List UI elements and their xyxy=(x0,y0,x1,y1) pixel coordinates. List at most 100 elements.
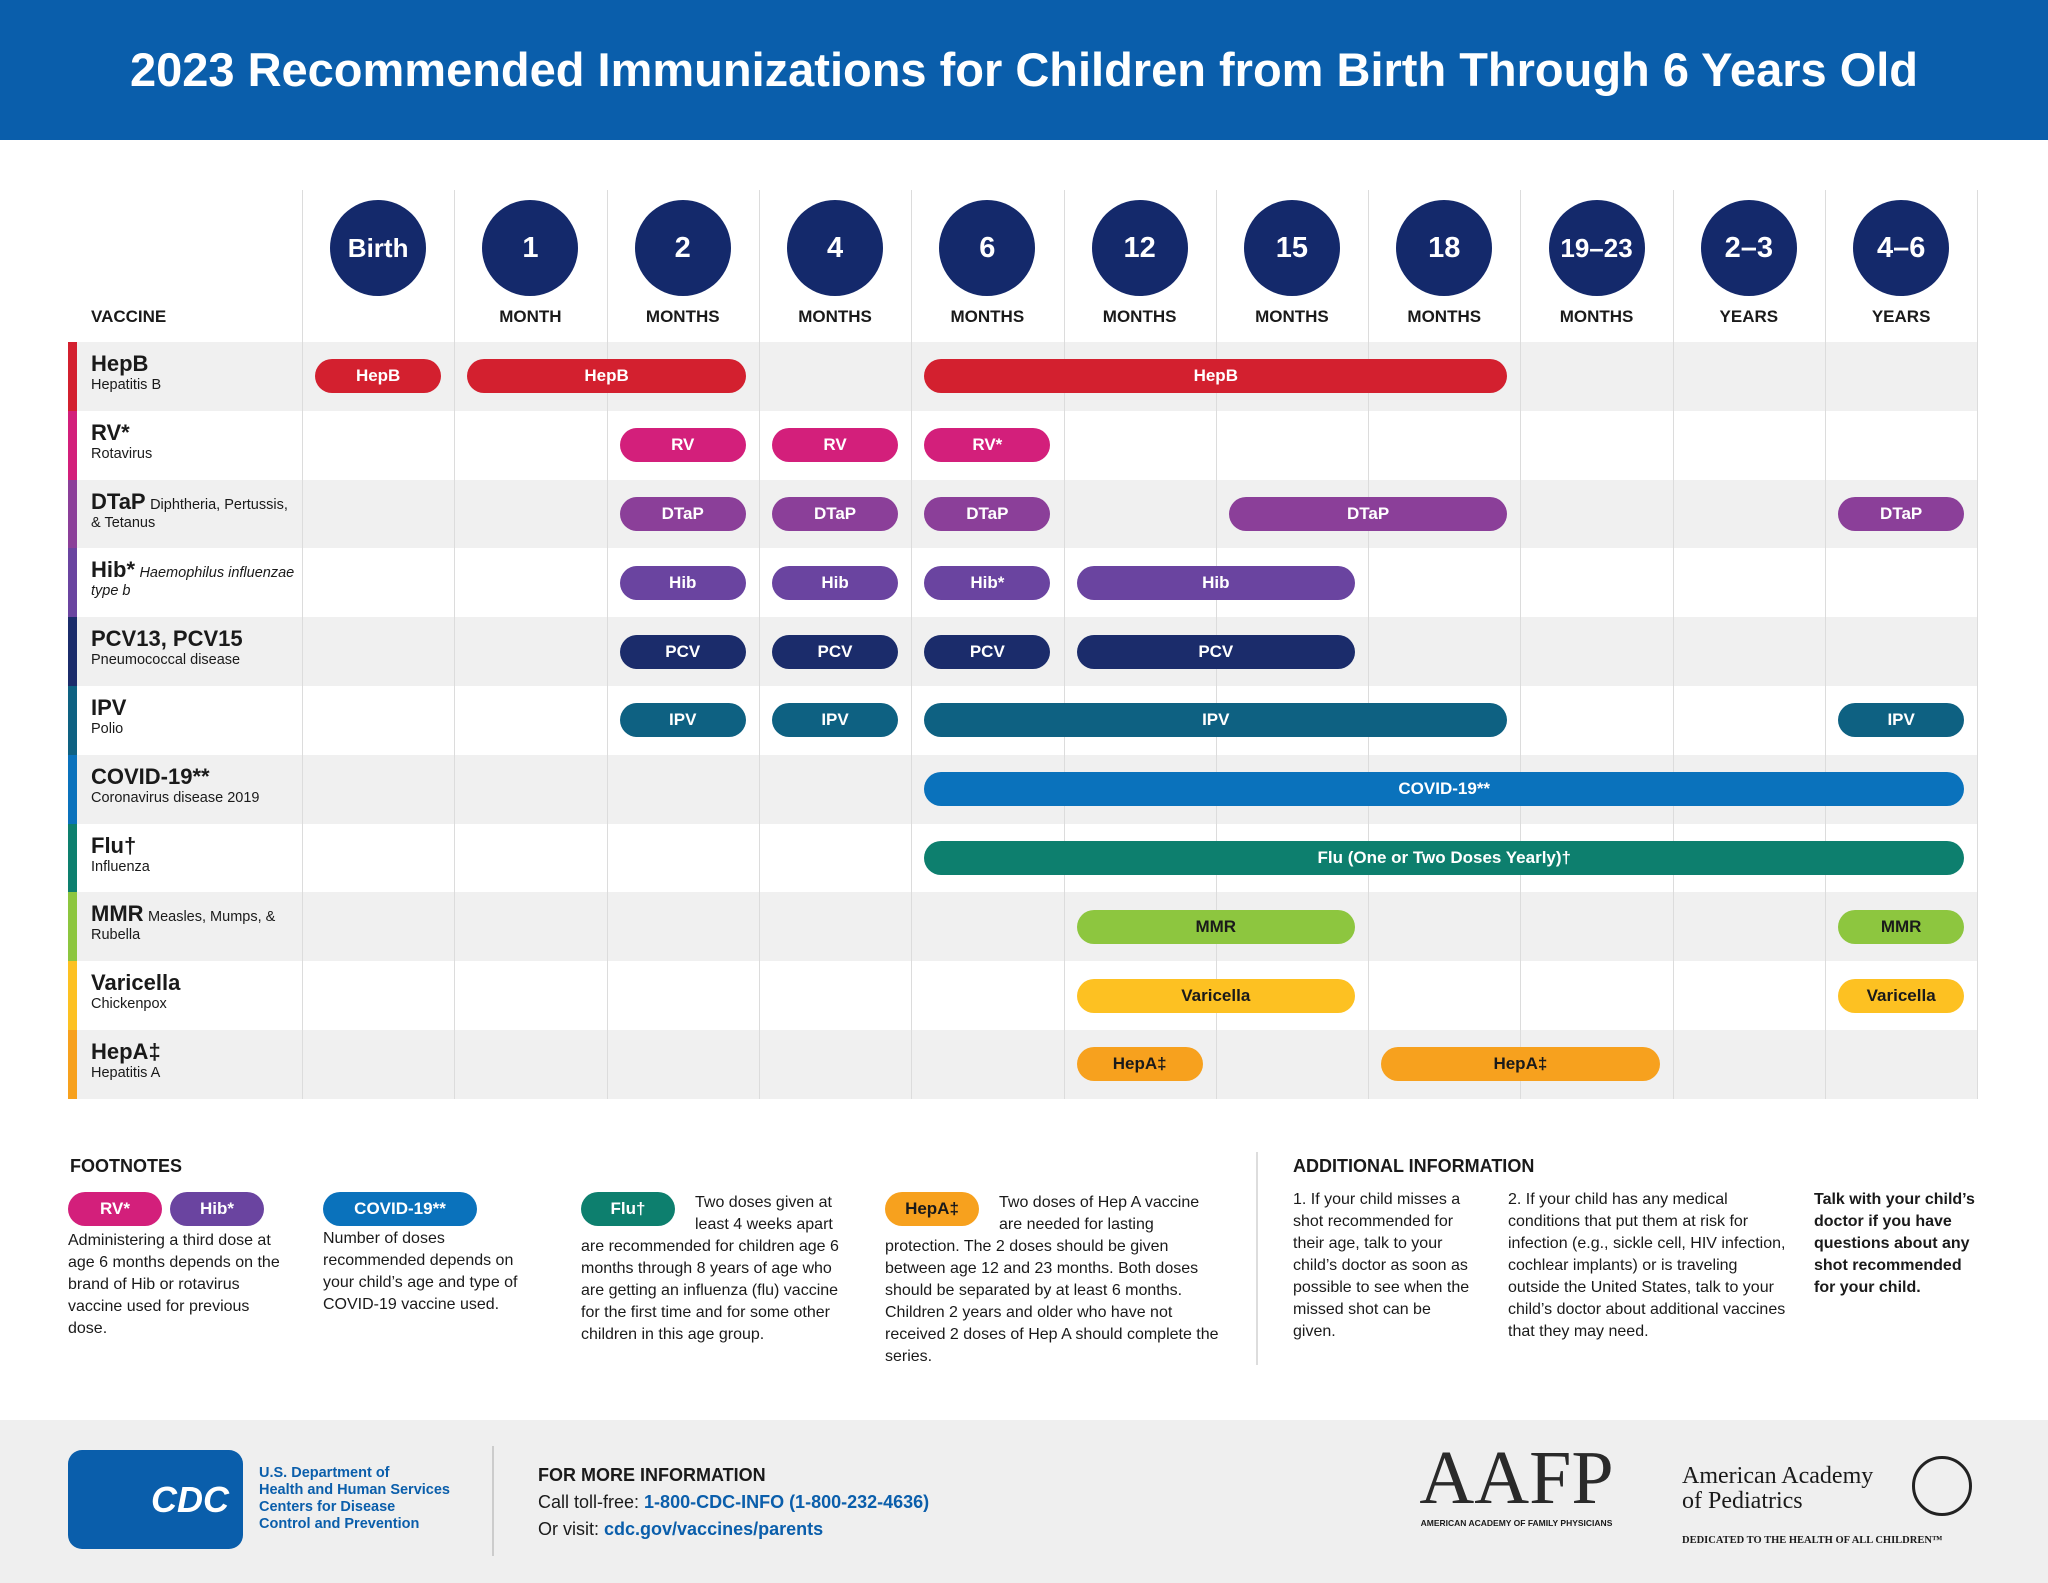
dose-bar: PCV xyxy=(771,634,899,669)
age-circle: 12 xyxy=(1091,200,1188,296)
age-label: 2–3 xyxy=(1724,231,1774,264)
dose-bar: Hib xyxy=(619,565,746,600)
age-label: 6 xyxy=(979,231,996,264)
row-accent xyxy=(68,479,77,549)
age-circle: 19–23 xyxy=(1548,200,1645,296)
column-line xyxy=(1368,190,1370,1099)
dose-bar: COVID-19** xyxy=(924,772,1965,807)
age-circle: 4 xyxy=(787,200,884,296)
vaccine-name: IPV xyxy=(91,695,127,720)
dose-bar: IPV xyxy=(924,703,1508,738)
column-line xyxy=(302,190,303,1099)
age-unit: MONTHS xyxy=(645,307,720,326)
vaccine-name: HepA‡ xyxy=(91,1039,161,1064)
header-band xyxy=(0,0,2048,140)
footnote-tags: COVID-19** xyxy=(323,1192,485,1226)
column-line xyxy=(758,190,760,1099)
cdc-logo: CDC xyxy=(68,1450,243,1549)
vaccine-label: HepA‡ Hepatitis A xyxy=(91,1040,296,1082)
age-circle: 4–6 xyxy=(1853,200,1950,296)
column-line xyxy=(606,190,608,1099)
column-line xyxy=(1977,190,1979,1099)
vaccine-label: COVID-19** Coronavirus disease 2019 xyxy=(91,764,296,807)
footnote-tag: Flu† xyxy=(581,1192,675,1226)
age-label: 2 xyxy=(674,231,691,264)
aafp-name: AMERICAN ACADEMY OF FAMILY PHYSICIANS xyxy=(1420,1518,1613,1528)
vaccine-description: Hepatitis B xyxy=(91,377,162,393)
dose-bar: HepA‡ xyxy=(1076,1047,1203,1082)
hhs-line: Control and Prevention xyxy=(259,1516,420,1532)
row-accent xyxy=(68,548,77,618)
hhs-line: Centers for Disease xyxy=(259,1499,396,1515)
dose-bar: DTaP xyxy=(1838,497,1965,531)
dose-bar: RV xyxy=(619,428,746,463)
age-unit: MONTHS xyxy=(798,307,872,326)
footnote-tags: RV* Hib* xyxy=(68,1192,285,1226)
footnote-tags: HepA‡ xyxy=(885,1192,987,1226)
dose-bar: IPV xyxy=(1838,703,1965,738)
vaccine-label: PCV13, PCV15 Pneumococcal disease xyxy=(91,627,296,669)
aap-name: of Pediatrics xyxy=(1682,1488,1803,1514)
footnote: Flu† Two doses given at least 4 weeks apa… xyxy=(581,1192,852,1346)
url-line: Or visit: cdc.gov/vaccines/parents xyxy=(538,1516,929,1543)
row-accent xyxy=(68,410,77,480)
row-accent xyxy=(68,617,77,686)
row-accent xyxy=(68,1030,77,1099)
age-unit: MONTHS xyxy=(950,307,1025,326)
vaccine-description: Haemophilus influenzae type b xyxy=(91,565,295,600)
dose-bar: MMR xyxy=(1076,909,1356,944)
age-circle: 1 xyxy=(482,200,579,296)
label: Call toll-free: xyxy=(538,1492,640,1512)
dose-bar: Varicella xyxy=(1076,978,1356,1013)
vaccine-label: Hib* Haemophilus influenzae type b xyxy=(91,558,296,600)
phone: 1-800-CDC-INFO (1-800-232-4636) xyxy=(644,1492,930,1512)
age-label: 1 xyxy=(522,231,539,264)
vaccine-label: MMR Measles, Mumps, & Rubella xyxy=(91,902,296,944)
column-line xyxy=(1672,190,1674,1099)
age-circle: 2 xyxy=(634,200,731,296)
vaccine-label: DTaP Diphtheria, Pertussis, & Tetanus xyxy=(91,489,296,532)
row-accent xyxy=(68,892,77,962)
more-info: FOR MORE INFORMATION Call toll-free: 1-8… xyxy=(538,1462,929,1543)
dose-bar: Varicella xyxy=(1838,978,1965,1013)
vaccine-description: Rotavirus xyxy=(91,445,153,462)
dose-bar: PCV xyxy=(1076,634,1356,669)
phone-line: Call toll-free: 1-800-CDC-INFO (1-800-23… xyxy=(538,1489,929,1516)
vaccine-heading: VACCINE xyxy=(91,307,167,326)
footnote-tags: Flu† xyxy=(581,1192,683,1226)
hhs-line: Health and Human Services xyxy=(259,1482,450,1498)
age-circle: 6 xyxy=(939,200,1036,296)
age-circle: 15 xyxy=(1243,200,1340,296)
column-line xyxy=(911,190,913,1099)
divider xyxy=(1256,1152,1258,1365)
dose-bar: Hib* xyxy=(924,565,1051,600)
vaccine-name: Hib* xyxy=(91,557,135,583)
age-label: 12 xyxy=(1123,231,1156,264)
dose-bar: IPV xyxy=(619,703,746,738)
hhs-text: U.S. Department of Health and Human Servi… xyxy=(259,1465,450,1533)
dose-bar: Hib xyxy=(771,565,899,600)
age-unit: MONTHS xyxy=(1407,307,1482,326)
dose-bar: RV xyxy=(771,428,899,463)
additional-item: 2. If your child has any medical conditi… xyxy=(1508,1191,1786,1340)
hhs-line: U.S. Department of xyxy=(259,1465,390,1481)
page-title: 2023 Recommended Immunizations for Child… xyxy=(129,43,1919,96)
aafp-logo: AAFP AMERICAN ACADEMY OF FAMILY PHYSICIA… xyxy=(1404,1438,1629,1528)
footnote-text: Two doses of Hep A vaccine are needed fo… xyxy=(885,1194,1219,1365)
age-circle: 18 xyxy=(1396,200,1493,296)
row-accent xyxy=(68,961,77,1030)
additional-title: ADDITIONAL INFORMATION xyxy=(1293,1156,1535,1176)
dose-bar: RV* xyxy=(924,428,1051,463)
vaccine-description: Coronavirus disease 2019 xyxy=(91,789,260,806)
vaccine-description: Pneumococcal disease xyxy=(91,652,241,669)
dose-bar: DTaP xyxy=(771,497,899,531)
age-unit: YEARS xyxy=(1719,307,1779,326)
age-label: 4–6 xyxy=(1876,231,1926,264)
column-line xyxy=(1063,190,1065,1099)
footnote-text: Number of doses recommended depends on y… xyxy=(323,1230,518,1313)
aap-name: American Academy xyxy=(1682,1463,1874,1489)
dose-bar: MMR xyxy=(1838,909,1965,944)
aafp-mark: AAFP xyxy=(1419,1436,1614,1520)
dose-bar: HepB xyxy=(467,359,746,394)
